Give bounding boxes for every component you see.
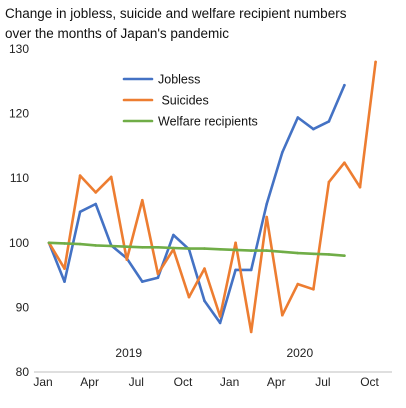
chart-title: Change in jobless, suicide and welfare r…: [5, 4, 401, 44]
data-point: [234, 241, 237, 245]
legend-label: Welfare recipients: [158, 115, 258, 129]
data-point: [63, 280, 66, 283]
data-point: [312, 127, 315, 131]
x-tick-label: Apr: [80, 375, 99, 389]
data-point: [249, 249, 253, 252]
y-tick-label: 110: [10, 171, 29, 185]
data-point: [281, 313, 284, 317]
chart-title-line-2: over the months of Japan's pandemic: [5, 26, 229, 41]
chart-title-line-1: Change in jobless, suicide and welfare r…: [5, 6, 347, 21]
data-point: [156, 272, 160, 276]
x-tick-label: Oct: [174, 375, 193, 389]
data-point: [94, 202, 97, 206]
data-point: [296, 116, 300, 119]
series-line-3: [47, 241, 346, 257]
x-tick-label: Apr: [267, 375, 286, 389]
data-point: [78, 242, 82, 246]
data-point: [94, 191, 97, 194]
series-line-2: [47, 60, 377, 334]
data-point: [203, 267, 206, 270]
data-point: [63, 267, 66, 270]
data-point: [47, 241, 51, 245]
data-point: [234, 248, 237, 252]
data-point: [265, 215, 269, 219]
data-point: [172, 233, 175, 237]
y-tick-label: 80: [16, 365, 30, 379]
data-point: [249, 330, 253, 334]
data-point: [234, 268, 237, 272]
x-tick-label: Jul: [315, 375, 330, 389]
x-year-label: 2019: [115, 346, 142, 360]
y-tick-label: 120: [9, 107, 29, 121]
data-point: [187, 295, 191, 299]
x-tick-label: Jan: [220, 375, 239, 389]
data-point: [125, 245, 129, 248]
data-point: [358, 185, 362, 189]
data-point: [187, 247, 191, 250]
data-point: [125, 258, 129, 261]
data-point: [296, 251, 300, 255]
data-point: [281, 151, 284, 154]
data-point: [327, 180, 331, 184]
data-point: [172, 246, 175, 250]
x-year-label: 2020: [286, 346, 313, 360]
data-point: [94, 244, 97, 247]
legend-label: Jobless: [158, 73, 200, 87]
data-point: [343, 161, 346, 164]
x-tick-label: Oct: [360, 375, 379, 389]
x-tick-label: Jul: [129, 375, 144, 389]
data-point: [281, 250, 284, 254]
data-point: [63, 242, 66, 245]
data-point: [156, 246, 160, 249]
data-point: [78, 210, 82, 214]
x-tick-label: Jan: [33, 375, 52, 389]
y-tick-label: 90: [16, 300, 30, 314]
data-point: [343, 83, 346, 87]
data-point: [203, 247, 206, 250]
series-line-1: [47, 83, 346, 325]
y-tick-label: 100: [9, 236, 29, 250]
data-point: [109, 244, 113, 248]
data-point: [218, 315, 222, 318]
data-point: [296, 282, 300, 286]
data-point: [265, 249, 269, 252]
data-point: [327, 253, 331, 256]
data-point: [218, 321, 222, 325]
data-point: [265, 202, 269, 206]
data-point: [141, 280, 144, 283]
data-point: [249, 268, 253, 272]
legend-label: Suicides: [158, 94, 209, 108]
data-point: [156, 276, 160, 280]
data-point: [109, 175, 113, 179]
data-point: [203, 299, 206, 303]
y-tick-label: 130: [9, 42, 29, 56]
data-point: [78, 174, 82, 177]
data-point: [374, 60, 377, 64]
data-point: [312, 288, 315, 291]
data-point: [141, 246, 144, 249]
data-point: [312, 252, 315, 256]
data-point: [141, 198, 144, 202]
data-point: [327, 120, 331, 123]
data-point: [218, 248, 222, 251]
data-point: [343, 254, 346, 257]
